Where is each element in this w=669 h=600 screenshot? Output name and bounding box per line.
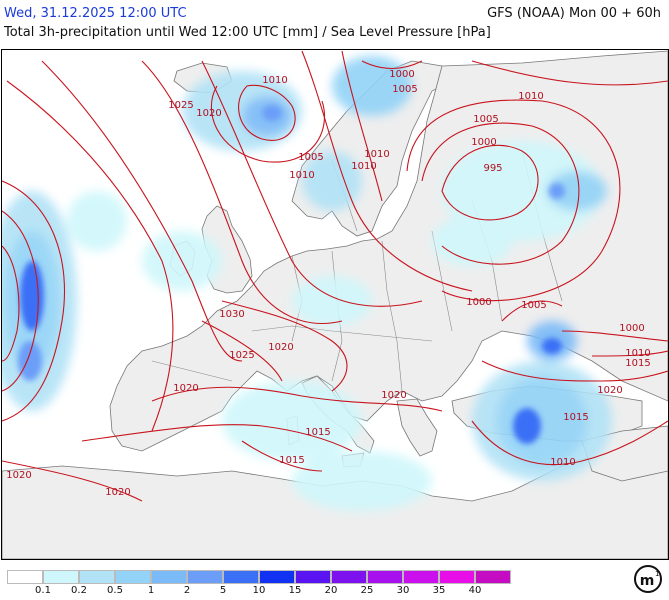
legend-swatch: [475, 570, 511, 584]
legend-tick-label: 1: [147, 585, 155, 596]
legend-swatch: [331, 570, 367, 584]
isobar-label: 1015: [563, 412, 588, 423]
legend-swatch: [259, 570, 295, 584]
isobar-label: 1000: [466, 297, 491, 308]
isobar-label: 1005: [521, 300, 546, 311]
isobar-label: 1020: [6, 470, 31, 481]
legend-tick-label: 10: [252, 585, 266, 596]
legend-tick-label: 0.5: [107, 585, 123, 596]
weather-map[interactable]: 1000 1005 1010 1010 1025 1020 1005 1000 1010 1005…: [1, 49, 669, 560]
svg-text:1: 1: [655, 570, 659, 578]
isobar-label: 1015: [305, 427, 330, 438]
isobar-label: 1010: [262, 75, 287, 86]
isobar-layer: [2, 50, 668, 502]
map-subtitle: Total 3h-precipitation until Wed 12:00 U…: [4, 25, 491, 40]
legend-tick-label: 2: [183, 585, 191, 596]
forecast-datetime: Wed, 31.12.2025 12:00 UTC: [4, 6, 187, 21]
isobar-label: 1005: [392, 84, 417, 95]
legend-swatch: [403, 570, 439, 584]
isobar-label: 1015: [279, 455, 304, 466]
land-greece: [396, 398, 438, 457]
isobar-label: 1025: [229, 350, 254, 361]
legend-tick-label: 30: [396, 585, 410, 596]
legend-tick-label: 20: [324, 585, 338, 596]
isobar-labels: 1000100510101010102510201005100010101005…: [6, 69, 650, 498]
isobar-label: 1010: [550, 457, 575, 468]
isobar-label: 1000: [389, 69, 414, 80]
legend-swatch: [151, 570, 187, 584]
legend-tick-label: 0.2: [71, 585, 87, 596]
legend-swatch: [115, 570, 151, 584]
isobar-label: 1000: [471, 137, 496, 148]
isobar-label: 1010: [518, 91, 543, 102]
precip-legend: [7, 570, 511, 584]
legend-tick-label: 35: [432, 585, 446, 596]
legend-tick-label: 5: [219, 585, 227, 596]
isobar-label: 1020: [381, 390, 406, 401]
legend-swatch: [439, 570, 475, 584]
legend-tick-label: 15: [288, 585, 302, 596]
isobar-label: 1020: [268, 342, 293, 353]
isobar-label: 1020: [597, 385, 622, 396]
isobar-label: 1010: [625, 348, 650, 359]
isobar-label: 1010: [364, 149, 389, 160]
legend-swatch: [187, 570, 223, 584]
meteologix-logo: m 1: [633, 564, 663, 594]
map-canvas: 1000100510101010102510201005100010101005…: [2, 50, 668, 559]
isobar-label: 1010: [289, 170, 314, 181]
precip-legend-ticks: 0.1 0.2 0.5 1 2 5 10 15 20 25 30 35 40: [7, 585, 547, 599]
isobar-label: 1015: [625, 358, 650, 369]
isobar-label: 1025: [168, 100, 193, 111]
isobar-label: 1000: [619, 323, 644, 334]
isobar-label: 1020: [173, 383, 198, 394]
model-run-label: GFS (NOAA) Mon 00 + 60h: [487, 6, 661, 21]
isobar-label: 1030: [219, 309, 244, 320]
isobar-label: 1020: [196, 108, 221, 119]
legend-tick-label: 0.1: [35, 585, 51, 596]
svg-text:m: m: [640, 573, 655, 589]
legend-tick-label: 25: [360, 585, 374, 596]
isobar-label: 995: [483, 163, 502, 174]
legend-swatch: [79, 570, 115, 584]
isobar-label: 1005: [473, 114, 498, 125]
legend-swatch: [43, 570, 79, 584]
legend-swatch: [7, 570, 43, 584]
isobar-label: 1020: [105, 487, 130, 498]
isobar-label: 1005: [298, 152, 323, 163]
legend-swatch: [223, 570, 259, 584]
legend-swatch: [367, 570, 403, 584]
isobar-label: 1010: [351, 161, 376, 172]
legend-swatch: [295, 570, 331, 584]
legend-tick-label: 40: [468, 585, 482, 596]
